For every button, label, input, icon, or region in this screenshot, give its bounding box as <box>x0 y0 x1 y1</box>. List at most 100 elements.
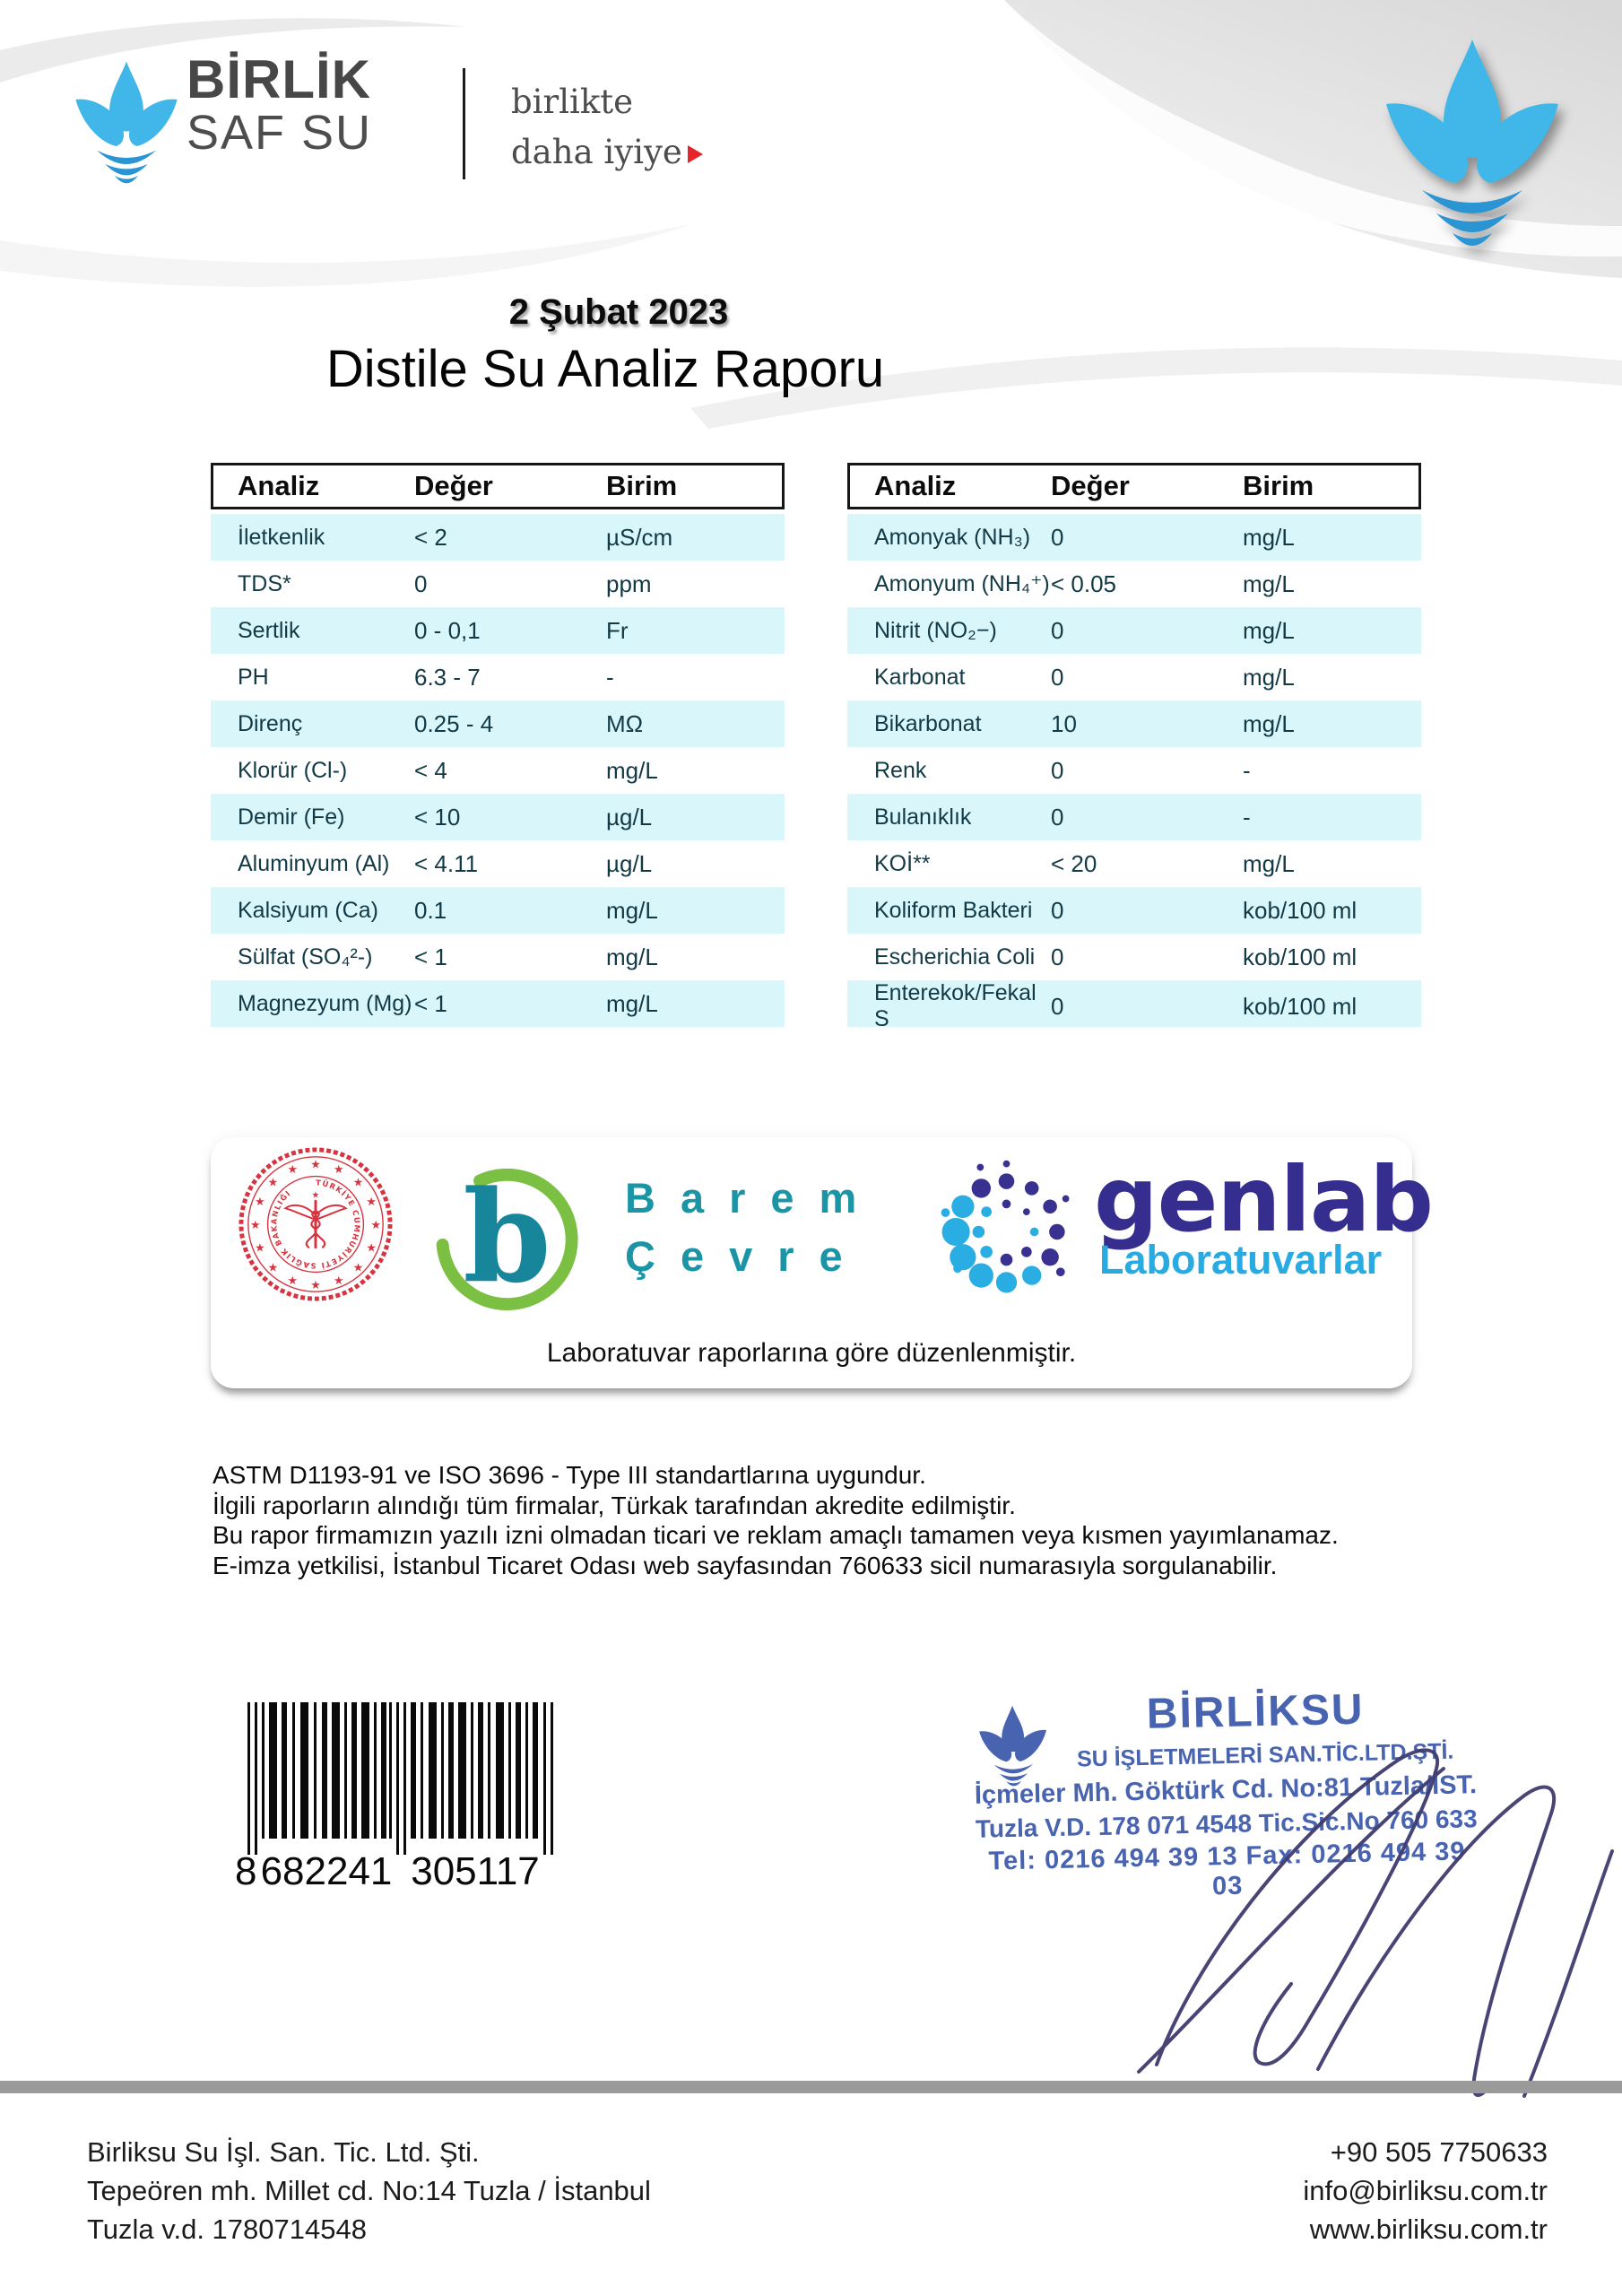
table-row: Nitrit (NO₂−) 0 mg/L <box>847 607 1421 654</box>
barem-cevre-wordmark: Barem Çevre <box>625 1177 881 1293</box>
analysis-value: 0 <box>1051 616 1064 644</box>
analysis-value: 0 <box>1051 896 1064 924</box>
analysis-table-left: Analiz Değer Birim İletkenlik < 2 µS/cm TD… <box>211 463 785 1027</box>
analysis-name: KOİ** <box>874 850 931 876</box>
analysis-unit: kob/100 ml <box>1243 992 1357 1020</box>
table-header: Analiz Değer Birim <box>847 463 1421 509</box>
table-row: PH 6.3 - 7 - <box>211 654 785 700</box>
watermark-drop-logo <box>1386 39 1558 246</box>
analysis-value: < 4 <box>414 756 447 784</box>
analysis-unit: Fr <box>606 616 629 644</box>
analysis-value: < 20 <box>1051 849 1097 877</box>
table-row: Bulanıklık 0 - <box>847 794 1421 840</box>
brand-name-line1: BİRLİK <box>186 49 371 109</box>
analysis-name: Amonyum (NH₄⁺) <box>874 571 1050 596</box>
table-row: Magnezyum (Mg) < 1 mg/L <box>211 980 785 1027</box>
analysis-name: Renk <box>874 757 927 783</box>
table-row: Kalsiyum (Ca) 0.1 mg/L <box>211 887 785 934</box>
analysis-unit: mg/L <box>1243 523 1295 551</box>
footer-company-name: Birliksu Su İşl. San. Tic. Ltd. Şti. <box>87 2136 480 2168</box>
analysis-value: < 4.11 <box>414 849 479 877</box>
footer-divider <box>0 2081 1622 2093</box>
analysis-value: 0 <box>1051 523 1064 551</box>
analysis-value: 10 <box>1051 709 1077 737</box>
analysis-unit: mg/L <box>1243 570 1295 597</box>
table-row: Amonyak (NH₃) 0 mg/L <box>847 514 1421 561</box>
analysis-unit: µS/cm <box>606 523 673 551</box>
analysis-value: 0.25 - 4 <box>414 709 494 737</box>
analysis-name: Bulanıklık <box>874 804 972 830</box>
svg-text:★: ★ <box>268 1176 279 1189</box>
analysis-name: Escherichia Coli <box>874 944 1036 970</box>
svg-text:★: ★ <box>353 1261 364 1274</box>
handwritten-signature <box>1137 1748 1614 2098</box>
genlab-subtitle: Laboratuvarlar <box>1099 1237 1383 1283</box>
barem-initial: b <box>463 1163 551 1311</box>
analysis-name: Magnezyum (Mg) <box>238 990 412 1016</box>
svg-text:★: ★ <box>370 1219 381 1232</box>
table-row: TDS* 0 ppm <box>211 561 785 607</box>
footer-email: info@birliksu.com.tr <box>1303 2175 1548 2206</box>
table-row: Enterekok/Fekal S 0 kob/100 ml <box>847 980 1421 1031</box>
svg-text:★: ★ <box>288 1163 299 1177</box>
column-header-deger: Değer <box>414 470 493 501</box>
analysis-unit: ppm <box>606 570 652 597</box>
analysis-name: Nitrit (NO₂−) <box>874 617 997 643</box>
analysis-value: < 2 <box>414 523 447 551</box>
company-stamp: BİRLİKSU SU İŞLETMELERİ SAN.TİC.LTD.ŞTİ.… <box>968 1683 1484 1901</box>
analysis-name: Enterekok/Fekal S <box>874 980 1037 1031</box>
brand-drop-icon <box>75 61 178 184</box>
certification-caption: Laboratuvar raporlarına göre düzenlenmiş… <box>546 1338 1077 1368</box>
analysis-value: 0 - 0,1 <box>414 616 481 644</box>
table-row: Sülfat (SO₄²-) < 1 mg/L <box>211 934 785 980</box>
brand-name: BİRLİK SAF SU <box>186 49 372 158</box>
analysis-name: TDS* <box>238 570 291 596</box>
analysis-name: Sülfat (SO₄²-) <box>238 944 373 970</box>
analysis-unit: mg/L <box>1243 849 1295 877</box>
analysis-name: Klorür (Cl-) <box>238 757 348 783</box>
page-title: Distile Su Analiz Raporu <box>325 340 885 398</box>
slogan-line1: birlikte <box>511 83 634 121</box>
analysis-name: Sertlik <box>238 617 300 643</box>
table-row: Amonyum (NH₄⁺) < 0.05 mg/L <box>847 561 1421 607</box>
table-header: Analiz Değer Birim <box>211 463 785 509</box>
table-body: İletkenlik < 2 µS/cm TDS* 0 ppm Sertlik 0 - 0… <box>211 514 785 1027</box>
brand-divider <box>463 68 465 179</box>
analysis-unit: kob/100 ml <box>1243 943 1357 970</box>
table-row: Koliform Bakteri 0 kob/100 ml <box>847 887 1421 934</box>
column-header-birim: Birim <box>606 470 678 501</box>
table-row: Sertlik 0 - 0,1 Fr <box>211 607 785 654</box>
report-date: 2 Şubat 2023 <box>508 292 729 332</box>
analysis-value: < 1 <box>414 989 447 1017</box>
report-notes: ASTM D1193-91 ve ISO 3696 - Type III sta… <box>213 1460 1339 1580</box>
footer-company-address: Tepeören mh. Millet cd. No:14 Tuzla / İs… <box>87 2175 651 2206</box>
barem-cevre-logo-icon: b <box>436 1163 578 1311</box>
table-row: Direnç 0.25 - 4 MΩ <box>211 700 785 747</box>
analysis-name: PH <box>238 664 269 690</box>
footer-contact-info: +90 505 7750633 info@birliksu.com.tr www… <box>1303 2133 1548 2248</box>
certifications-card: ★ ★ ★ ★ ★ ★ ★ ★ ★ ★ ★ ★ ★ ★ ★ ★ TÜRKİYE CUMHURİYET… <box>211 1137 1434 1388</box>
analysis-unit: mg/L <box>606 943 658 970</box>
barcode-digit-lead: 8 <box>235 1849 256 1892</box>
analysis-table-right: Analiz Değer Birim Amonyak (NH₃) 0 mg/L Am… <box>847 463 1421 1031</box>
analysis-unit: mg/L <box>1243 663 1295 691</box>
svg-text:★: ★ <box>366 1242 377 1256</box>
analysis-value: 0 <box>1051 803 1064 831</box>
svg-text:★: ★ <box>334 1274 344 1288</box>
svg-text:★: ★ <box>268 1261 279 1274</box>
svg-text:★: ★ <box>255 1242 265 1256</box>
svg-text:★: ★ <box>310 1279 321 1292</box>
column-header-analiz: Analiz <box>874 470 957 501</box>
analysis-value: < 1 <box>414 943 447 970</box>
analysis-name: Kalsiyum (Ca) <box>238 897 378 923</box>
note-line: E-imza yetkilisi, İstanbul Ticaret Odası… <box>213 1551 1278 1579</box>
analysis-unit: - <box>606 663 614 691</box>
table-body: Amonyak (NH₃) 0 mg/L Amonyum (NH₄⁺) < 0.05 m… <box>847 514 1421 1031</box>
genlab-name: genlab <box>1094 1147 1434 1252</box>
note-line: ASTM D1193-91 ve ISO 3696 - Type III sta… <box>213 1461 926 1489</box>
column-header-deger: Değer <box>1051 470 1130 501</box>
analysis-name: Aluminyum (Al) <box>238 850 390 876</box>
column-header-birim: Birim <box>1243 470 1314 501</box>
svg-text:★: ★ <box>250 1219 261 1232</box>
analysis-name: Bikarbonat <box>874 710 982 736</box>
